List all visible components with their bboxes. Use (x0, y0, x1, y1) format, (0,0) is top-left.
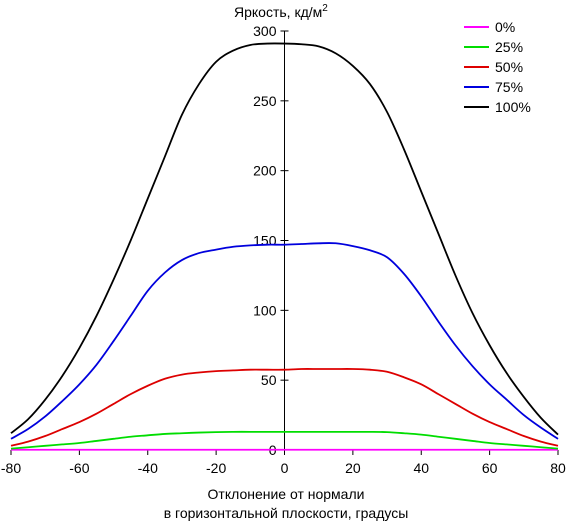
x-tick-label: -40 (138, 460, 158, 476)
y-tick-label: 100 (253, 302, 277, 318)
series-layer (10, 42, 559, 451)
x-tick-label: 0 (281, 460, 289, 476)
y-tick-label: 200 (253, 163, 277, 179)
x-tick-label: -20 (206, 460, 226, 476)
x-tick-label: -60 (69, 460, 89, 476)
y-axis-title: Яркость, кд/м2 (234, 3, 328, 20)
x-tick-label: 40 (413, 460, 429, 476)
y-tick-label: 300 (253, 23, 277, 39)
x-axis-title-line2: в горизонтальной плоскости, градусы (164, 505, 409, 521)
legend-label: 100% (495, 99, 531, 115)
y-tick-label: 150 (253, 233, 277, 249)
series-line-25pct (10, 430, 559, 450)
series-line-75pct (10, 242, 559, 440)
y-tick-label: 250 (253, 93, 277, 109)
series-line-50pct (10, 368, 559, 447)
series-line-100pct (10, 42, 559, 436)
legend-label: 50% (495, 59, 523, 75)
y-axis-title-superscript: 2 (322, 3, 328, 14)
legend-label: 75% (495, 79, 523, 95)
x-tick-label: -80 (1, 460, 21, 476)
legend: 0% 25% 50% 75% 100% (464, 19, 531, 115)
legend-label: 0% (495, 19, 515, 35)
y-tick-label: 50 (261, 372, 277, 388)
x-tick-label: 60 (482, 460, 498, 476)
x-tick-label: 20 (345, 460, 361, 476)
y-axis-title-text: Яркость, кд/м (234, 4, 322, 20)
legend-label: 25% (495, 39, 523, 55)
x-axis-title-line1: Отклонение от нормали (208, 486, 365, 502)
x-tick-label: 80 (550, 460, 566, 476)
